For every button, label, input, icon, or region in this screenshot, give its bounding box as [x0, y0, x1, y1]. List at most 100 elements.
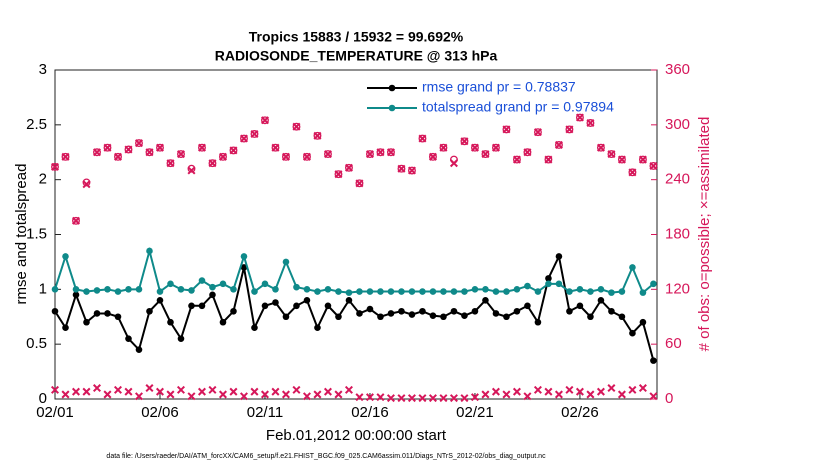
data-point [93, 148, 101, 157]
y2-tick-label: 180 [665, 225, 690, 242]
data-point [272, 286, 279, 293]
y2-tick-label: 360 [665, 61, 690, 78]
data-point [113, 385, 123, 394]
data-point [313, 131, 322, 140]
y-tick-label: 2.5 [26, 116, 47, 133]
data-point [219, 280, 227, 288]
data-point [166, 390, 175, 399]
data-point [72, 216, 80, 225]
data-point [134, 139, 143, 148]
data-point [261, 116, 269, 125]
y-tick-label: 1.5 [26, 225, 47, 242]
data-point [524, 302, 531, 310]
data-point [502, 125, 511, 134]
data-point [440, 313, 447, 321]
data-point [146, 307, 153, 315]
data-point [303, 152, 311, 161]
data-point [629, 329, 636, 337]
data-point [250, 129, 259, 138]
data-point [292, 122, 301, 131]
footnote: data file: /Users/raeder/DAI/ATM_forcXX/… [106, 453, 546, 460]
data-point [596, 143, 605, 152]
y2-tick-label: 300 [665, 116, 690, 133]
data-point [156, 297, 164, 304]
data-point [167, 280, 174, 288]
data-point [650, 280, 657, 288]
data-point [470, 393, 479, 402]
data-point [587, 288, 594, 295]
data-point [292, 385, 301, 394]
y-tick-label: 3 [39, 61, 47, 78]
data-point [607, 150, 616, 159]
data-point [219, 318, 227, 326]
data-point [114, 288, 122, 295]
data-point [597, 297, 605, 304]
data-point [575, 387, 584, 396]
data-point [82, 387, 91, 396]
data-point [155, 387, 164, 396]
data-point [239, 134, 248, 143]
data-point [398, 307, 405, 315]
data-point [292, 122, 301, 131]
y2-tick-label: 0 [665, 390, 673, 407]
data-point [387, 148, 395, 157]
data-point [260, 390, 269, 399]
data-point [408, 166, 416, 175]
data-point [113, 152, 123, 161]
data-point [428, 394, 437, 403]
data-point [114, 313, 122, 321]
data-point [596, 143, 605, 152]
data-point [377, 313, 384, 321]
data-point [481, 390, 490, 399]
data-point [187, 166, 196, 175]
legend-label: rmse grand pr = 0.78837 [422, 79, 576, 95]
data-point [638, 384, 647, 393]
data-point [513, 307, 521, 315]
data-point [334, 170, 343, 179]
data-point [271, 387, 280, 396]
data-point [387, 310, 395, 317]
data-point [503, 313, 510, 321]
data-point [103, 143, 112, 152]
data-point [282, 258, 290, 266]
data-point [250, 387, 259, 396]
data-point [639, 289, 647, 296]
data-point [188, 287, 195, 294]
data-point [271, 143, 280, 152]
data-point [293, 302, 300, 310]
data-point [230, 286, 237, 293]
data-point [356, 310, 363, 317]
data-point [281, 152, 290, 161]
series-line [54, 247, 655, 295]
data-point [50, 162, 60, 171]
data-point [251, 324, 258, 332]
x-axis-label: Feb.01,2012 00:00:00 start [266, 427, 447, 444]
data-point [335, 313, 342, 321]
data-point [260, 116, 269, 125]
data-point [219, 152, 227, 161]
data-point [429, 312, 437, 319]
x-tick-label: 02/16 [351, 404, 389, 421]
data-point [293, 283, 300, 291]
data-point [167, 318, 174, 326]
data-point [397, 394, 406, 403]
x-tick-label: 02/26 [561, 404, 599, 421]
data-point [587, 313, 594, 321]
legend-label: totalspread grand pr = 0.97894 [422, 99, 614, 115]
data-point [491, 387, 500, 396]
data-point [176, 150, 185, 159]
data-point [408, 288, 416, 295]
data-point [272, 299, 279, 306]
data-point [187, 392, 196, 401]
data-point [240, 264, 248, 271]
data-point [502, 125, 511, 134]
data-point [471, 143, 479, 152]
data-point [208, 159, 217, 168]
data-point [355, 393, 364, 402]
data-point [282, 152, 290, 161]
data-point [302, 152, 311, 161]
data-point [218, 390, 227, 399]
data-point [365, 150, 374, 159]
data-point [586, 118, 595, 128]
data-point [449, 394, 458, 403]
